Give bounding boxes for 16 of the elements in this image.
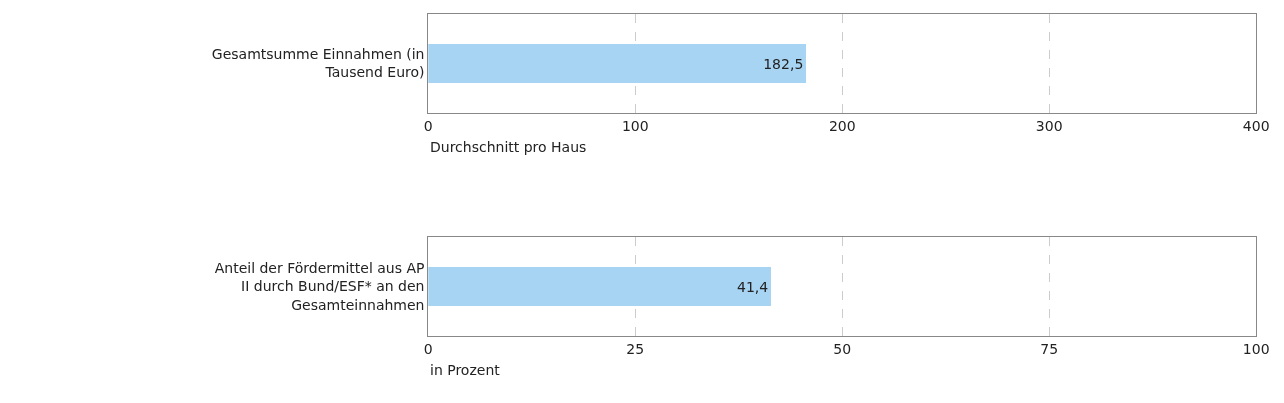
- data-label: 41,4: [737, 278, 769, 295]
- x-tick-label: 25: [626, 340, 645, 357]
- x-axis-title: Durchschnitt pro Haus: [430, 139, 587, 155]
- x-tick-label: 0: [423, 340, 433, 357]
- y-tick-label: Gesamtsumme Einnahmen (in Tausend Euro): [211, 46, 425, 81]
- x-tick-label: 100: [621, 117, 649, 134]
- x-tick-label: 75: [1040, 340, 1059, 357]
- x-tick-label: 400: [1242, 117, 1270, 134]
- x-axis-title: in Prozent: [430, 362, 501, 378]
- data-label: 182,5: [763, 55, 804, 72]
- x-tick-label: 200: [828, 117, 856, 134]
- x-tick-label: 0: [423, 117, 433, 134]
- x-tick-label: 300: [1035, 117, 1063, 134]
- y-tick-label: Anteil der Fördermittel aus AP II durch Bund/ESF* an den Gesamteinnahmen: [214, 260, 425, 313]
- x-tick-label: 50: [833, 340, 852, 357]
- x-tick-label: 100: [1242, 340, 1270, 357]
